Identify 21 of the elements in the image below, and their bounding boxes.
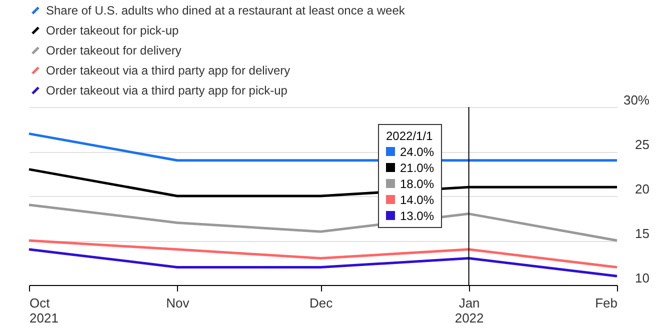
annotation: 21.0% [399, 160, 434, 176]
annotation: 18.0% [399, 176, 434, 192]
y-tick-label: 20 [635, 182, 650, 196]
annotation: 14.0% [399, 192, 434, 208]
y-tick-label: 25 [635, 137, 650, 152]
legend-label: Order takeout via a third party app for pick-up [46, 84, 288, 98]
annotation: 24.0% [399, 144, 434, 160]
y-tick-label: 10 [635, 270, 650, 286]
legend-label: Share of U.S. adults who dined at a restaurant at least once a week [46, 4, 406, 18]
y-tick-label: 15 [635, 226, 650, 241]
x-tick-label: Feb [595, 296, 618, 310]
x-tick-label: Dec [310, 296, 334, 310]
y-tick-label: 30% [623, 92, 650, 108]
legend-label: Order takeout via a third party app for delivery [46, 64, 290, 78]
x-tick-label: Nov [166, 296, 190, 310]
annotation: 2022/1/1 [386, 128, 434, 144]
legend-label: Order takeout for delivery [46, 44, 182, 58]
legend-label: Order takeout for pick-up [46, 24, 180, 38]
x-tick-label: Jan 2022 [454, 296, 484, 326]
annotation: 13.0% [399, 208, 434, 224]
x-tick-label: Oct 2021 [30, 296, 58, 326]
